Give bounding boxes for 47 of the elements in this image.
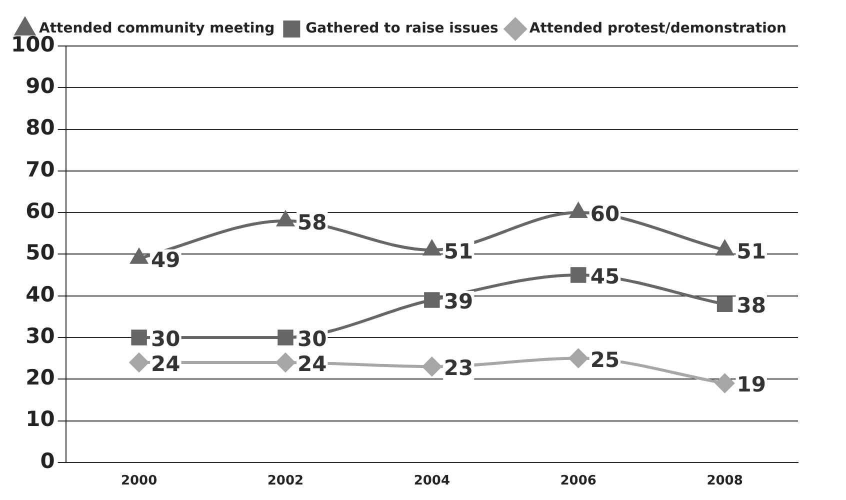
data-label: 51 [444, 239, 474, 264]
data-label: 49 [151, 248, 180, 272]
y-tick-label: 70 [26, 157, 55, 182]
y-tick-label: 80 [26, 116, 55, 140]
y-tick-label: 10 [26, 407, 55, 432]
x-tick-label: 2006 [560, 474, 596, 489]
data-label: 60 [590, 202, 620, 226]
point [130, 352, 149, 372]
point [131, 330, 147, 346]
x-tick-label: 2004 [414, 474, 450, 489]
point [278, 330, 294, 346]
point [422, 357, 442, 376]
y-tick-label: 60 [26, 199, 55, 224]
data-label: 51 [736, 239, 766, 264]
x-tick-label: 2008 [706, 474, 743, 489]
point [423, 240, 440, 256]
point [277, 211, 294, 226]
data-label: 24 [151, 352, 180, 376]
data-label: 25 [590, 348, 620, 372]
data-label: 45 [590, 264, 620, 288]
data-label: 19 [736, 372, 766, 397]
point [276, 352, 295, 372]
y-tick-label: 30 [26, 324, 55, 348]
data-label: 23 [444, 356, 474, 380]
x-tick-label: 2000 [120, 474, 158, 489]
legend-label: Attended protest/demonstration [529, 20, 786, 37]
y-tick-label: 50 [26, 240, 55, 265]
data-label: 30 [297, 326, 327, 351]
y-tick-label: 40 [26, 282, 55, 306]
point [130, 248, 148, 264]
point [570, 203, 587, 218]
data-label: 39 [444, 289, 474, 314]
point [715, 374, 734, 393]
point [568, 348, 588, 368]
legend-label: Gathered to raise issues [306, 20, 498, 37]
y-tick-label: 0 [40, 448, 55, 473]
x-tick-label: 2002 [267, 474, 304, 489]
y-tick-label: 90 [26, 74, 55, 98]
point [716, 240, 734, 256]
data-label: 24 [297, 352, 327, 376]
data-label: 38 [736, 294, 766, 318]
y-tick-label: 20 [26, 366, 55, 390]
data-label: 30 [151, 326, 180, 351]
point [424, 292, 440, 308]
point [716, 296, 733, 312]
data-label: 58 [297, 210, 327, 234]
point [570, 267, 586, 283]
